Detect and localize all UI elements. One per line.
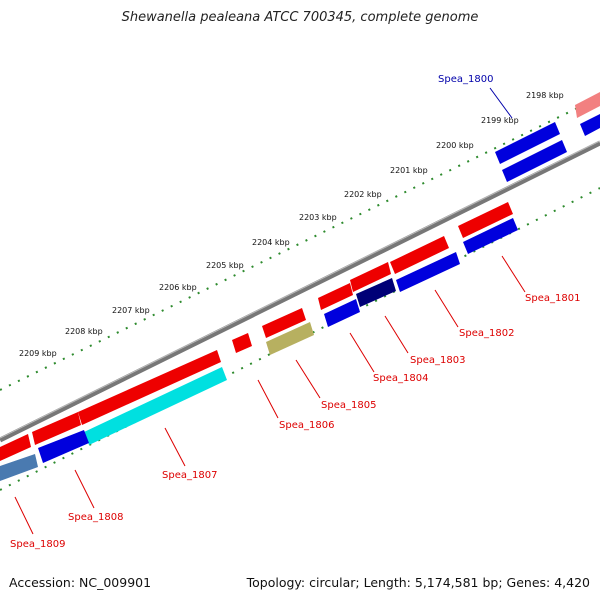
gene-label-spea-1807[interactable]: Spea_1807 [162, 470, 217, 481]
gene-spea-1807-reverse[interactable] [84, 367, 227, 445]
gene-spea-1800-block-a[interactable] [495, 122, 560, 164]
gene-label-spea-1802[interactable]: Spea_1802 [459, 328, 514, 339]
kbp-label: 2204 kbp [252, 238, 290, 247]
kbp-labels: 2198 kbp 2199 kbp 2200 kbp 2201 kbp 2202… [19, 91, 564, 358]
kbp-label: 2207 kbp [112, 306, 150, 315]
gene-spea-1802-forward[interactable] [390, 236, 449, 274]
kbp-label: 2198 kbp [526, 91, 564, 100]
gene-spea-1800-group [495, 92, 600, 182]
leader-spea-1808 [74, 469, 95, 509]
leader-lines [14, 87, 526, 535]
leader-spea-1805 [295, 359, 321, 399]
gene-spea-1800-block-b[interactable] [502, 140, 567, 182]
gene-spea-1808-reverse[interactable] [38, 430, 89, 463]
kbp-label: 2205 kbp [206, 261, 244, 270]
leader-spea-1801 [501, 255, 526, 293]
gene-label-spea-1803[interactable]: Spea_1803 [410, 355, 465, 366]
gene-blue-edge[interactable] [580, 114, 600, 136]
genome-info-text: Topology: circular; Length: 5,174,581 bp… [246, 575, 590, 590]
leader-spea-1802 [434, 289, 459, 328]
gene-spea-1806-forward[interactable] [232, 333, 252, 353]
gene-label-spea-1808[interactable]: Spea_1808 [68, 512, 123, 523]
leader-spea-1803 [384, 315, 409, 354]
gene-spea-1809-forward[interactable] [0, 434, 31, 461]
kbp-label: 2203 kbp [299, 213, 337, 222]
leader-spea-1807 [164, 427, 186, 467]
gene-spea-1808-forward[interactable] [32, 412, 81, 445]
gene-spea-1803-reverse[interactable] [356, 278, 396, 307]
genome-backbone [0, 140, 600, 443]
kbp-label: 2200 kbp [436, 141, 474, 150]
gene-spea-1803-forward[interactable] [350, 262, 391, 292]
kbp-label: 2201 kbp [390, 166, 428, 175]
genes-forward [0, 202, 513, 461]
gene-label-spea-1801[interactable]: Spea_1801 [525, 293, 580, 304]
gene-spea-1804-reverse[interactable] [324, 299, 360, 327]
gene-spea-1804-forward[interactable] [318, 283, 353, 310]
gene-label-spea-1805[interactable]: Spea_1805 [321, 400, 376, 411]
genes-reverse [0, 218, 518, 481]
gene-spea-1805-forward[interactable] [262, 308, 306, 338]
kbp-label: 2202 kbp [344, 190, 382, 199]
leader-spea-1806 [257, 379, 279, 419]
gene-spea-1801-forward[interactable] [458, 202, 513, 238]
gene-spea-1807-forward[interactable] [78, 350, 221, 425]
gene-labels: Spea_1800 Spea_1801 Spea_1802 Spea_1803 … [10, 74, 580, 550]
kbp-label: 2209 kbp [19, 349, 57, 358]
kbp-label: 2208 kbp [65, 327, 103, 336]
kbp-label: 2206 kbp [159, 283, 197, 292]
gene-spea-1801-reverse[interactable] [463, 218, 518, 254]
gene-label-spea-1800[interactable]: Spea_1800 [438, 74, 493, 85]
gene-spea-1802-reverse[interactable] [396, 252, 460, 292]
outer-tick-row [0, 96, 600, 391]
genome-title: Shewanella pealeana ATCC 700345, complet… [121, 10, 479, 25]
leader-spea-1800 [489, 87, 513, 119]
gene-label-spea-1809[interactable]: Spea_1809 [10, 539, 65, 550]
kbp-label: 2199 kbp [481, 116, 519, 125]
gene-pink-edge[interactable] [575, 92, 600, 118]
leader-spea-1804 [349, 332, 375, 373]
gene-label-spea-1804[interactable]: Spea_1804 [373, 373, 428, 384]
gene-label-spea-1806[interactable]: Spea_1806 [279, 420, 334, 431]
gene-spea-1805-reverse[interactable] [266, 322, 314, 355]
gene-spea-1809-reverse[interactable] [0, 454, 38, 481]
accession-text: Accession: NC_009901 [9, 575, 152, 590]
leader-spea-1809 [14, 496, 34, 535]
